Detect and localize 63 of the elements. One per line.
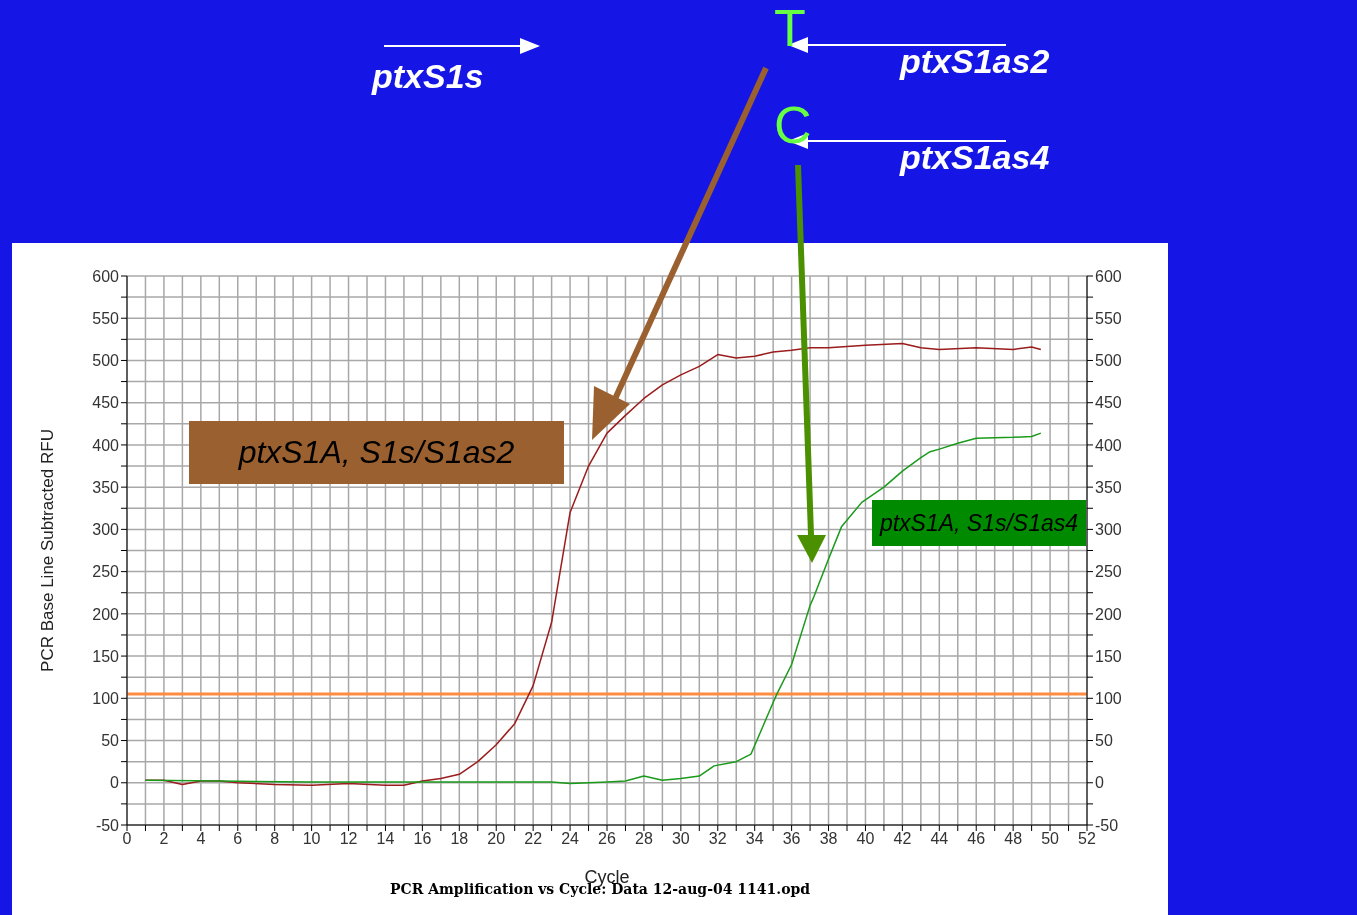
text: C: [774, 96, 812, 155]
x-tick-label: 4: [196, 830, 206, 848]
x-tick-label: 2: [159, 830, 169, 848]
x-tick-label: 50: [1041, 830, 1060, 848]
text: ptxS1as4: [900, 138, 1050, 177]
y-tick-label: 500: [92, 352, 120, 370]
x-tick-label: 34: [745, 830, 764, 848]
y2-tick-label: 150: [1095, 647, 1122, 665]
y2-tick-label: 100: [1095, 689, 1122, 707]
y-tick-label: 600: [92, 267, 120, 285]
x-tick-label: 20: [487, 830, 506, 848]
y2-tick-label: 200: [1095, 605, 1122, 623]
x-tick-label: 44: [930, 830, 949, 848]
x-tick-label: 18: [450, 830, 469, 848]
x-tick-label: 24: [561, 830, 580, 848]
text: ptxS1s: [372, 57, 484, 96]
y2-tick-label: 350: [1095, 478, 1122, 496]
x-tick-label: 40: [856, 830, 875, 848]
x-tick-label: 32: [708, 830, 727, 848]
x-tick-label: 16: [413, 830, 432, 848]
x-tick-label: 36: [782, 830, 801, 848]
y-tick-label: 150: [92, 647, 120, 665]
x-tick-label: 12: [339, 830, 358, 848]
y-tick-label: 0: [110, 774, 120, 792]
y-axis-title: PCR Base Line Subtracted RFU: [38, 429, 58, 672]
y-tick-label: 350: [92, 478, 120, 496]
text: ptxS1as2: [900, 42, 1050, 81]
series-label: ptxS1A, S1s/S1as4: [879, 509, 1079, 537]
x-tick-label: 22: [524, 830, 543, 848]
y-tick-label: 250: [92, 563, 120, 581]
x-tick-label: 52: [1078, 830, 1096, 848]
y-tick-label: 400: [92, 436, 120, 454]
y-tick-label: 450: [92, 394, 120, 412]
y2-tick-label: -50: [1095, 816, 1119, 834]
y-tick-label: 300: [92, 521, 120, 539]
y-tick-label: -50: [95, 816, 120, 834]
y2-tick-label: 250: [1095, 563, 1122, 581]
x-tick-label: 6: [233, 830, 243, 848]
x-tick-label: 38: [819, 830, 838, 848]
x-tick-label: 28: [635, 830, 653, 848]
text: T: [774, 0, 806, 58]
x-tick-label: 8: [270, 830, 280, 848]
y2-tick-label: 600: [1095, 267, 1122, 285]
x-tick-label: 0: [122, 830, 132, 848]
y-tick-label: 100: [92, 689, 120, 707]
y-tick-label: 550: [92, 309, 120, 327]
x-tick-label: 30: [671, 830, 690, 848]
y2-tick-label: 500: [1095, 352, 1122, 370]
x-tick-label: 48: [1004, 830, 1023, 848]
x-tick-label: 10: [302, 830, 321, 848]
x-tick-label: 46: [967, 830, 986, 848]
y-tick-label: 200: [92, 605, 120, 623]
y2-tick-label: 450: [1095, 394, 1122, 412]
y2-tick-label: 0: [1095, 774, 1104, 792]
text: ptxS1A, S1s/S1as2: [238, 434, 515, 471]
y2-tick-label: 300: [1095, 521, 1122, 539]
x-tick-label: 14: [376, 830, 395, 848]
x-tick-label: 26: [598, 830, 616, 848]
y-tick-label: 50: [101, 732, 120, 750]
y2-tick-label: 50: [1095, 732, 1113, 750]
y2-tick-label: 400: [1095, 436, 1122, 454]
x-tick-label: 42: [893, 830, 912, 848]
y2-tick-label: 550: [1095, 309, 1122, 327]
